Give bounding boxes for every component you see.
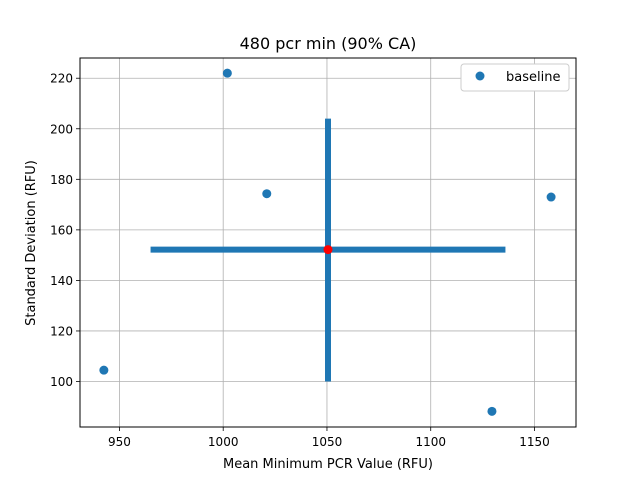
plot-frame <box>79 57 577 428</box>
data-point-baseline <box>546 192 556 202</box>
data-point-baseline <box>487 406 497 416</box>
y-tick-label: 100 <box>50 375 73 389</box>
chart-title: 480 pcr min (90% CA) <box>240 34 417 53</box>
x-tick-label: 950 <box>108 435 131 449</box>
data-points <box>99 68 556 416</box>
x-tick-label: 1150 <box>519 435 550 449</box>
legend-label-baseline: baseline <box>506 70 560 85</box>
y-tick-label: 140 <box>50 274 73 288</box>
y-tick-label: 200 <box>50 122 73 136</box>
x-tick-label: 1100 <box>415 435 446 449</box>
x-tick-label: 1050 <box>312 435 343 449</box>
x-tick-label: 1000 <box>208 435 239 449</box>
y-tick-label: 220 <box>50 72 73 86</box>
legend-box <box>460 63 570 92</box>
data-point-baseline <box>222 68 232 78</box>
y-axis-label: Standard Deviation (RFU) <box>24 160 39 326</box>
legend: baseline <box>460 63 570 92</box>
center-point <box>323 245 333 255</box>
x-axis-ticks: 950 1000 1050 1100 1150 <box>108 427 550 449</box>
x-axis-label: Mean Minimum PCR Value (RFU) <box>223 457 433 472</box>
data-point-baseline <box>99 365 109 375</box>
y-tick-label: 180 <box>50 173 73 187</box>
data-point-baseline <box>262 189 272 199</box>
y-tick-label: 160 <box>50 223 73 237</box>
y-axis-ticks: 100 120 140 160 180 200 220 <box>50 72 80 389</box>
y-tick-label: 120 <box>50 324 73 338</box>
legend-marker-baseline <box>475 71 485 81</box>
